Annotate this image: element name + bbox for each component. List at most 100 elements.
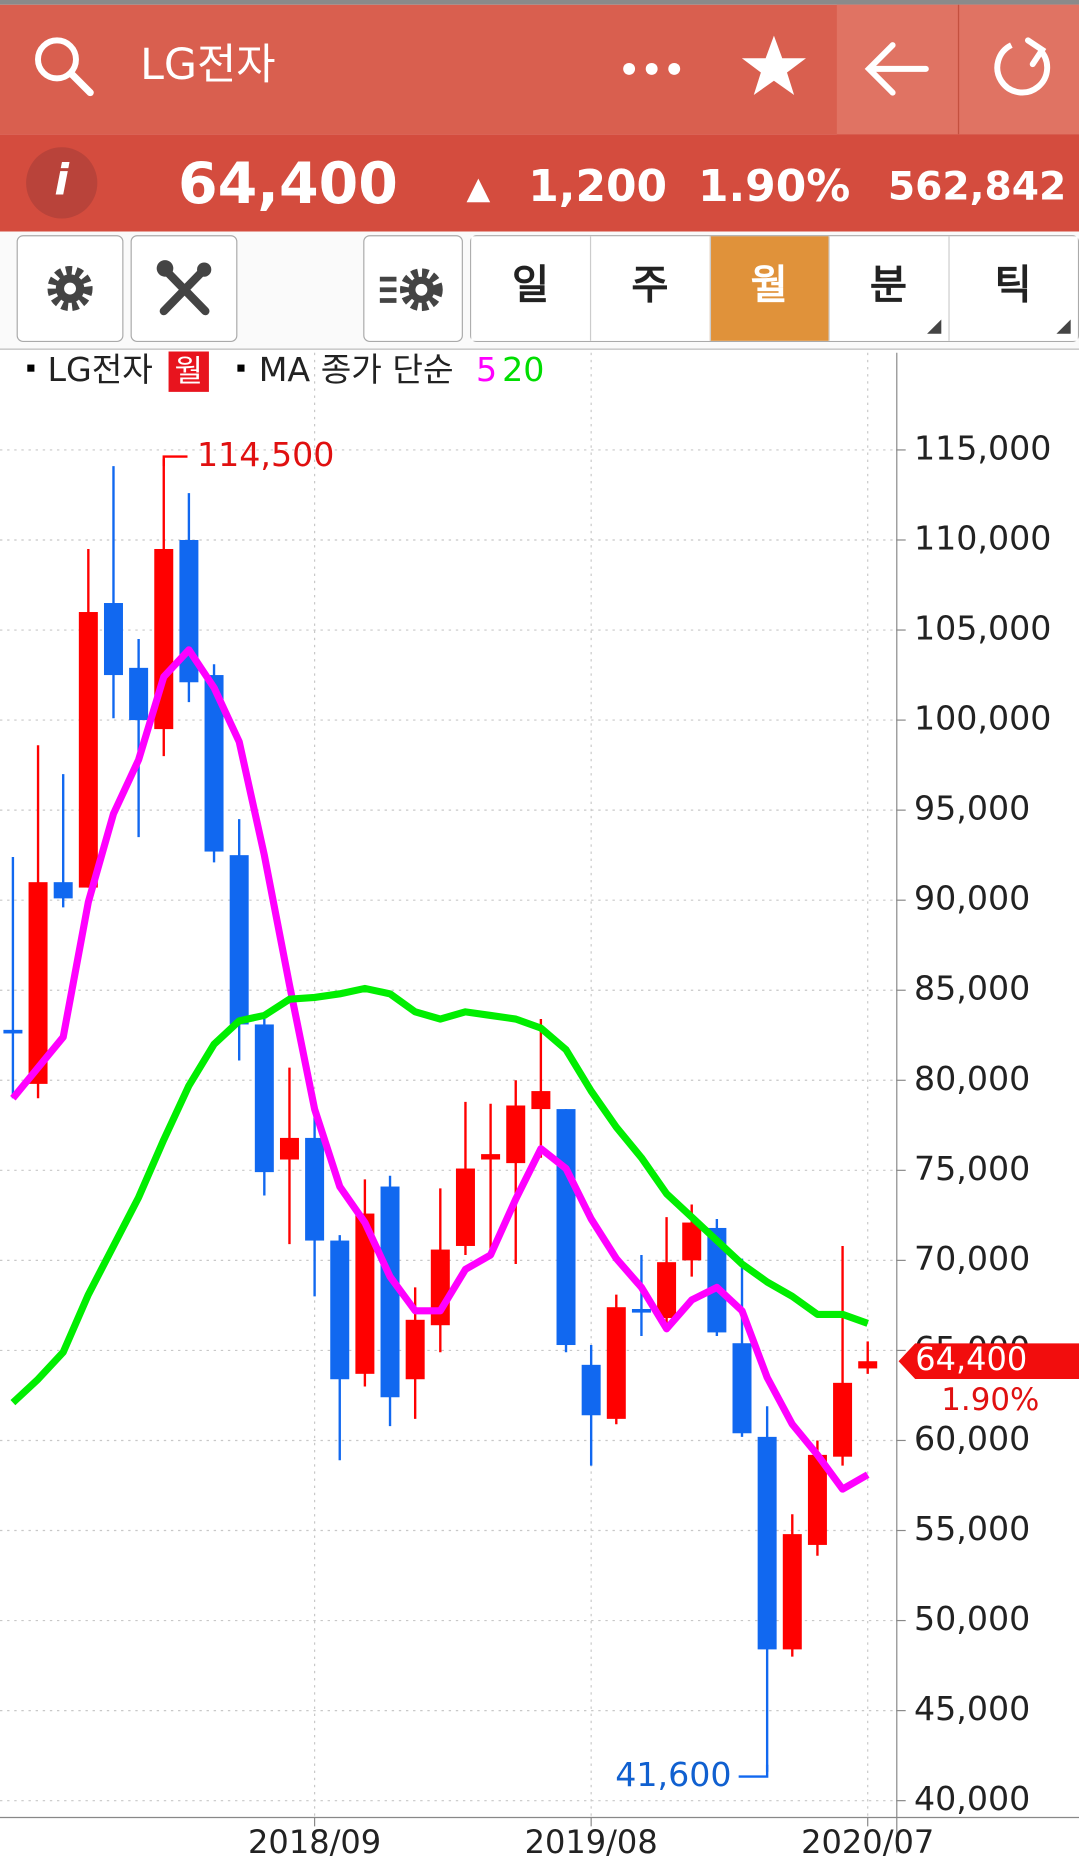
period-tab-label: 분	[870, 261, 907, 308]
period-tab[interactable]	[589, 236, 710, 341]
y-tick-label: 90,000	[914, 879, 1030, 918]
candle-body	[28, 882, 48, 1084]
low-pointer	[738, 1764, 769, 1778]
candle-body	[305, 1137, 325, 1241]
candle-body	[3, 1029, 23, 1034]
last-price-badge	[898, 1343, 1079, 1380]
info-button[interactable]	[26, 147, 98, 219]
candle-body	[732, 1343, 752, 1434]
price: 64,400	[178, 151, 398, 217]
indicator-button[interactable]	[363, 235, 463, 342]
stock-name: LG전자	[140, 40, 276, 90]
candle-body	[481, 1154, 501, 1160]
period-tab[interactable]	[828, 236, 949, 341]
period-badge	[168, 351, 209, 392]
period-tab-label: 틱	[995, 261, 1032, 308]
candle-body	[330, 1240, 350, 1380]
last-change-label: 1.90%	[941, 1382, 1039, 1418]
candle-body	[782, 1534, 802, 1650]
period-tab[interactable]	[471, 236, 590, 341]
change: 1,200	[528, 161, 667, 212]
quote-bar	[0, 134, 1079, 232]
last-price-label: 64,400	[915, 1340, 1027, 1378]
candle-body	[631, 1309, 651, 1313]
candle-body	[380, 1186, 400, 1398]
settings-button[interactable]	[16, 235, 124, 342]
status-edge	[0, 0, 1079, 5]
candle-body	[254, 1024, 274, 1173]
y-tick-label: 115,000	[914, 428, 1051, 467]
candle-body	[179, 539, 199, 683]
candle-body	[657, 1262, 677, 1319]
candle-body	[103, 603, 123, 676]
period-tab-label: 월	[751, 261, 788, 308]
y-tick-label: 50,000	[914, 1599, 1030, 1638]
refresh-button[interactable]	[959, 4, 1079, 135]
candle-body	[204, 675, 224, 852]
more-button[interactable]	[623, 62, 681, 75]
candle-body	[581, 1364, 601, 1416]
period-tab-label: 일	[512, 261, 549, 308]
ma-line	[10, 646, 870, 1493]
change-arrow: ▲	[467, 170, 491, 206]
y-tick-label: 95,000	[914, 789, 1030, 828]
x-tick-label: 2019/08	[525, 1823, 658, 1861]
high-pointer	[162, 455, 188, 467]
candle-body	[129, 667, 149, 721]
legend-symbol: LG전자	[47, 350, 152, 389]
candle-body	[531, 1091, 551, 1110]
x-tick-label: 2018/09	[248, 1823, 381, 1861]
candle-body	[279, 1137, 299, 1160]
legend-ma20: 20	[502, 350, 544, 389]
refresh-icon	[994, 37, 1051, 96]
ma-line	[10, 984, 869, 1406]
candle-body	[78, 612, 98, 888]
candle-body	[833, 1382, 853, 1457]
x-tick-label: 2020/07	[801, 1823, 934, 1861]
high-label: 114,500	[197, 435, 334, 474]
candle-body	[556, 1109, 576, 1346]
info-icon: i	[54, 155, 70, 205]
candle-body	[757, 1436, 777, 1650]
period-tab-label: 주	[631, 261, 668, 308]
y-tick-label: 110,000	[914, 518, 1051, 557]
candle-body	[858, 1361, 878, 1369]
candle-body	[405, 1319, 425, 1380]
legend-bullet	[237, 364, 245, 372]
y-tick-label: 45,000	[914, 1689, 1030, 1728]
y-tick-label: 100,000	[914, 699, 1051, 738]
tab-corner	[1056, 319, 1071, 334]
back-icon	[864, 42, 929, 96]
y-tick-label: 55,000	[914, 1509, 1030, 1548]
candle-body	[53, 882, 73, 899]
candle-body	[682, 1222, 702, 1261]
volume: 562,842	[888, 164, 1066, 209]
period-tab[interactable]	[709, 236, 829, 341]
legend-ma5: 5	[476, 350, 497, 389]
y-tick-label: 70,000	[914, 1239, 1030, 1278]
y-tick-label: 60,000	[914, 1419, 1030, 1458]
y-tick-label: 40,000	[914, 1779, 1030, 1818]
low-label: 41,600	[615, 1755, 731, 1794]
tools-button[interactable]	[130, 235, 238, 342]
y-tick-label: 85,000	[914, 969, 1030, 1008]
candle-body	[506, 1105, 526, 1164]
candle-body	[606, 1307, 626, 1419]
tab-corner	[927, 319, 942, 334]
y-tick-label: 80,000	[914, 1059, 1030, 1098]
legend-bullet	[27, 364, 35, 372]
change-pct: 1.90%	[698, 161, 850, 212]
period-tab[interactable]	[948, 236, 1078, 341]
y-tick-label: 75,000	[914, 1149, 1030, 1188]
legend-ma: MA 종가 단순	[259, 350, 454, 389]
candle-body	[707, 1227, 727, 1333]
candle-body	[355, 1213, 375, 1374]
favorite-button[interactable]	[741, 35, 806, 95]
search-button[interactable]	[35, 37, 94, 97]
candle-body	[455, 1168, 475, 1246]
y-tick-label: 105,000	[914, 609, 1051, 648]
candle-body	[807, 1454, 827, 1545]
candle-body	[229, 855, 249, 1025]
